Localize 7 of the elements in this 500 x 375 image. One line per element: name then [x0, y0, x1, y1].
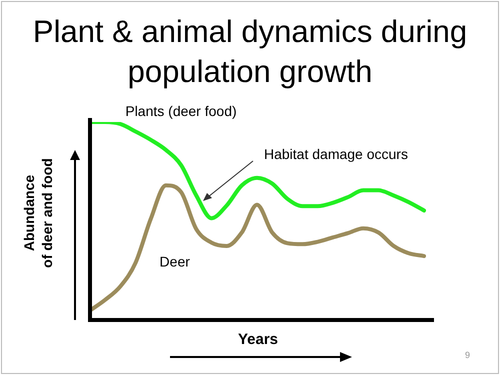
series-label: Plants (deer food)	[125, 102, 237, 119]
text: 9	[465, 350, 470, 360]
x-axis-title: Years	[236, 331, 280, 348]
annotation: Habitat damage occurs	[264, 146, 408, 162]
y-axis-title: Abundance of deer and food	[20, 157, 56, 270]
series-label: Deer	[160, 254, 190, 270]
chart-title: Plant & animal dynamics during population growth	[32, 13, 468, 91]
